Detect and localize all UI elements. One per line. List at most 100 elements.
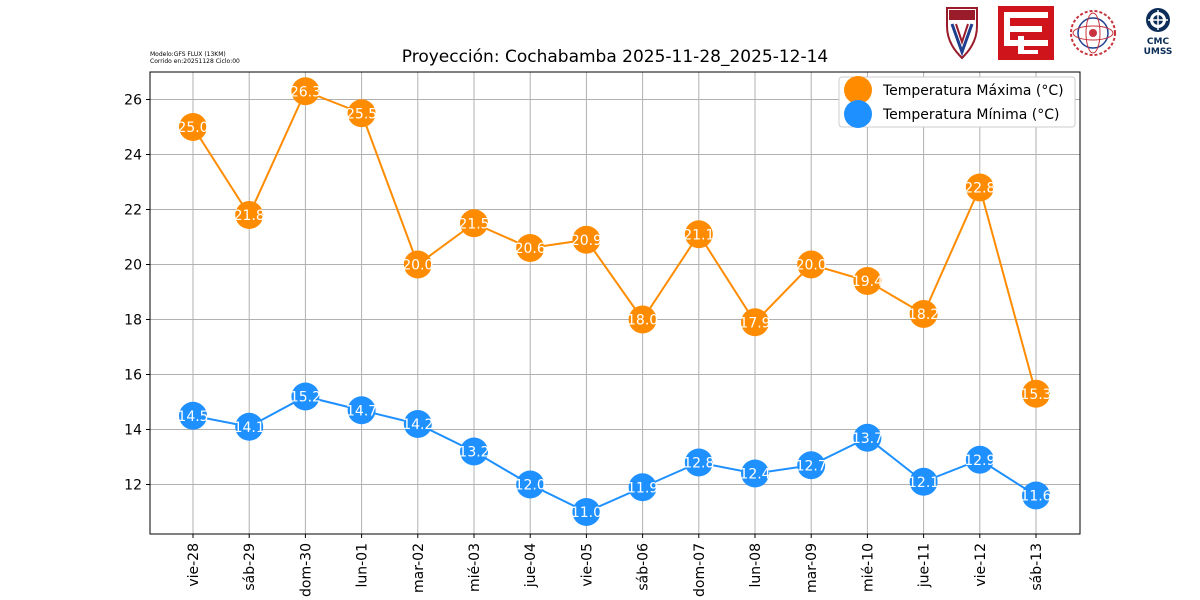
max-temp-data-label: 21.8 <box>234 208 265 224</box>
x-tick-label: dom-30 <box>298 543 314 597</box>
max-temp-data-label: 17.9 <box>739 315 770 331</box>
y-tick-label: 24 <box>124 148 142 164</box>
min-temp-data-label: 11.9 <box>627 480 658 496</box>
min-temp-point <box>347 396 376 425</box>
max-temp-point <box>628 305 657 334</box>
legend-box <box>838 76 1076 128</box>
max-temp-point <box>179 113 207 141</box>
max-temp-data-label: 20.9 <box>571 233 602 249</box>
max-temp-point <box>403 250 432 279</box>
legend-max-label: Temperatura Máxima (°C) <box>882 83 1064 99</box>
max-temp-point <box>684 220 713 249</box>
min-temp-data-label: 14.1 <box>234 420 265 436</box>
model-info-line2: Corrido en:20251128 Ciclo:00 <box>150 58 240 65</box>
plot-frame <box>149 71 1081 535</box>
min-temp-point <box>516 470 545 499</box>
y-tick-label: 26 <box>124 93 142 109</box>
x-tick-label: jue-11 <box>917 543 933 588</box>
max-temp-data-label: 21.5 <box>458 216 489 232</box>
min-temp-data-label: 14.5 <box>177 409 208 425</box>
max-temp-data-label: 18.2 <box>908 307 939 323</box>
min-temp-point <box>179 401 207 430</box>
umss-shield-logo <box>946 7 978 60</box>
min-temp-data-label: 11.0 <box>571 505 602 521</box>
y-tick-label: 12 <box>124 478 142 494</box>
max-temp-data-label: 20.6 <box>515 241 546 257</box>
max-temp-data-label: 21.1 <box>683 227 714 243</box>
min-temp-point <box>909 467 938 496</box>
x-tick-label: dom-07 <box>692 543 708 597</box>
x-tick-label: mié-03 <box>467 543 483 592</box>
x-tick-label: sáb-13 <box>1029 543 1045 591</box>
y-tick-label: 20 <box>124 258 142 274</box>
red-emblem-logo <box>998 6 1054 60</box>
x-tick-label: vie-05 <box>579 543 595 587</box>
min-temp-data-label: 14.2 <box>402 417 433 433</box>
min-temp-point <box>628 473 657 502</box>
min-temp-point <box>741 459 769 488</box>
max-temp-line <box>192 89 1037 395</box>
min-temp-data-label: 12.1 <box>908 475 939 491</box>
x-tick-label: lun-08 <box>748 543 764 588</box>
max-temp-data-label: 25.0 <box>177 120 208 136</box>
min-temp-data-label: 12.4 <box>739 467 770 483</box>
min-temp-data-label: 12.0 <box>515 478 546 494</box>
legend-max-marker <box>844 76 872 104</box>
max-temp-point <box>965 173 994 202</box>
min-temp-point <box>403 410 432 438</box>
max-temp-point <box>741 308 769 337</box>
min-temp-point <box>797 451 826 480</box>
model-info-line1: Modelo:GFS FLUX (13KM) <box>150 51 226 58</box>
max-temp-point <box>797 250 826 279</box>
max-temp-data-label: 22.8 <box>964 181 995 197</box>
max-temp-point <box>516 234 545 262</box>
cmc-logo-text: CMC <box>1146 37 1170 47</box>
cmc-umss-logo <box>1146 8 1170 32</box>
min-temp-point <box>684 448 713 477</box>
max-temp-data-label: 20.0 <box>796 258 827 274</box>
x-tick-label: sáb-29 <box>242 543 258 591</box>
max-temp-point <box>460 209 488 238</box>
umss-logo-text: UMSS <box>1143 47 1173 57</box>
legend-min-label: Temperatura Mínima (°C) <box>882 107 1060 123</box>
x-tick-label: vie-28 <box>186 543 202 587</box>
min-temp-data-label: 14.7 <box>346 403 377 419</box>
min-temp-data-label: 15.2 <box>290 390 321 406</box>
min-temp-data-label: 12.9 <box>964 453 995 469</box>
max-temp-point <box>235 201 264 229</box>
min-temp-point <box>965 445 994 474</box>
max-temp-data-label: 20.0 <box>402 258 433 274</box>
max-temp-point <box>1022 379 1050 408</box>
y-tick-label: 18 <box>124 313 142 329</box>
y-tick-label: 16 <box>124 368 142 384</box>
min-temp-data-label: 12.8 <box>683 456 714 472</box>
min-temp-data-label: 13.7 <box>852 431 883 447</box>
min-temp-data-label: 11.6 <box>1020 489 1051 505</box>
university-seal-logo <box>1070 10 1116 56</box>
max-temp-data-label: 15.3 <box>1020 387 1051 403</box>
y-tick-label: 22 <box>124 203 142 219</box>
max-temp-data-label: 18.0 <box>627 313 658 329</box>
x-tick-label: jue-04 <box>523 543 539 588</box>
min-temp-point <box>291 382 320 411</box>
min-temp-data-label: 12.7 <box>796 458 827 474</box>
max-temp-point <box>853 267 882 295</box>
legend-min-marker <box>844 100 872 128</box>
max-temp-data-label: 26.3 <box>290 84 321 100</box>
max-temp-point <box>909 300 938 328</box>
min-temp-point <box>460 437 488 466</box>
x-tick-label: mar-09 <box>804 543 820 593</box>
max-temp-data-label: 19.4 <box>852 274 883 290</box>
min-temp-point <box>235 412 264 441</box>
x-tick-label: sáb-06 <box>636 543 652 591</box>
x-tick-label: vie-12 <box>973 543 989 587</box>
chart-title: Proyección: Cochabamba 2025-11-28_2025-1… <box>401 47 829 67</box>
min-temp-data-label: 13.2 <box>458 445 489 461</box>
max-temp-point <box>572 225 601 254</box>
x-tick-label: lun-01 <box>355 543 371 588</box>
min-temp-point <box>853 423 882 452</box>
min-temp-line <box>192 395 1037 514</box>
y-tick-label: 14 <box>124 423 142 439</box>
max-temp-data-label: 25.5 <box>346 106 377 122</box>
